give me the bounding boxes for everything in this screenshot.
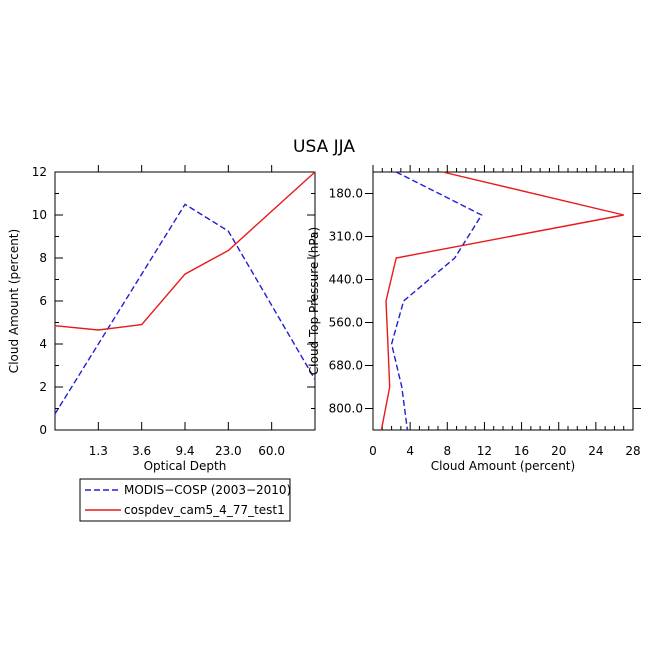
- left-x-tick-label: 3.6: [132, 444, 151, 458]
- right-series-line-modis: [390, 171, 483, 431]
- right-x-tick-label: 12: [477, 444, 492, 458]
- right-x-tick-label: 8: [443, 444, 451, 458]
- left-y-tick-label: 2: [39, 380, 47, 394]
- right-y-tick-label: 680.0: [329, 359, 363, 373]
- right-y-tick-label: 440.0: [329, 273, 363, 287]
- legend: MODIS−COSP (2003−2010) cospdev_cam5_4_77…: [79, 478, 291, 522]
- left-x-tick-label: 1.3: [89, 444, 108, 458]
- right-y-tick-label: 800.0: [329, 402, 363, 416]
- right-series-line-model: [380, 171, 624, 431]
- right-x-tick-label: 0: [369, 444, 377, 458]
- left-y-axis-title: Cloud Amount (percent): [7, 229, 21, 373]
- chart-title: USA JJA: [293, 137, 355, 157]
- left-y-tick-label: 6: [39, 294, 47, 308]
- right-y-tick-label: 560.0: [329, 316, 363, 330]
- right-plot-frame: [372, 171, 634, 431]
- right-y-tick-label: 180.0: [329, 187, 363, 201]
- left-axis-ticks: 0 2 4 6 8 10 12 1.3 3.6 9.4 23.0 60.0: [32, 165, 315, 458]
- right-axis-ticks: 0 4 8 12 16 20 24 28 180.0 310.0 440.0 560.0 680.0 80…: [329, 165, 641, 458]
- right-x-axis-title: Cloud Amount (percent): [431, 459, 575, 473]
- right-x-tick-label: 28: [625, 444, 640, 458]
- left-y-tick-label: 12: [32, 165, 47, 179]
- left-chart-optical-depth: 0 2 4 6 8 10 12 1.3 3.6 9.4 23.0 60.0 Optical Depth…: [7, 165, 316, 473]
- left-series-line-modis: [54, 203, 316, 415]
- right-y-axis-title: Cloud Top Pressure (hPa): [307, 227, 321, 375]
- left-x-tick-label: 23.0: [215, 444, 242, 458]
- legend-box: [79, 478, 291, 522]
- left-series-line-model: [54, 171, 316, 331]
- left-x-tick-label: 60.0: [258, 444, 285, 458]
- right-x-tick-label: 24: [588, 444, 603, 458]
- left-y-tick-label: 8: [39, 251, 47, 265]
- right-x-tick-label: 16: [514, 444, 529, 458]
- left-plot-frame: [54, 171, 316, 431]
- left-x-tick-label: 9.4: [175, 444, 194, 458]
- right-series-lines: [380, 171, 624, 431]
- left-y-tick-label: 10: [32, 208, 47, 222]
- legend-label-model: cospdev_cam5_4_77_test1: [124, 503, 285, 517]
- left-series-lines: [54, 171, 316, 415]
- left-x-axis-title: Optical Depth: [144, 459, 227, 473]
- right-y-tick-label: 310.0: [329, 230, 363, 244]
- right-chart-pressure-profile: 0 4 8 12 16 20 24 28 180.0 310.0 440.0 560.0 680.0 80…: [307, 165, 641, 473]
- legend-label-modis: MODIS−COSP (2003−2010): [124, 483, 291, 497]
- left-y-tick-label: 4: [39, 337, 47, 351]
- left-y-tick-label: 0: [39, 423, 47, 437]
- right-x-tick-label: 20: [551, 444, 566, 458]
- right-x-tick-label: 4: [406, 444, 414, 458]
